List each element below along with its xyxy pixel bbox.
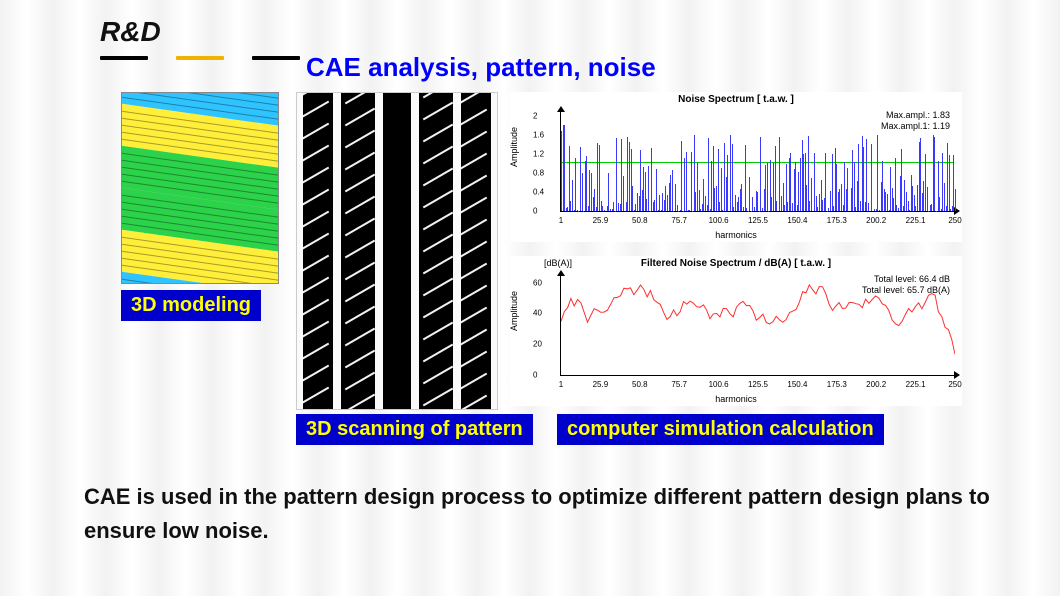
modeling-label: 3D modeling bbox=[121, 290, 261, 321]
chart1-title: Noise Spectrum [ t.a.w. ] bbox=[510, 94, 962, 105]
chart2-ylabel: Amplitude bbox=[509, 291, 519, 331]
caption-text: CAE is used in the pattern design proces… bbox=[84, 480, 1000, 548]
accent-rules bbox=[100, 56, 300, 60]
chart1-ylabel: Amplitude bbox=[509, 127, 519, 167]
chart2-title: Filtered Noise Spectrum / dB(A) [ t.a.w.… bbox=[510, 258, 962, 269]
scan-image bbox=[296, 92, 498, 410]
modeling-image bbox=[121, 92, 279, 284]
chart2-ylabel-unit: [dB(A)] bbox=[544, 258, 572, 268]
noise-spectrum-chart: Noise Spectrum [ t.a.w. ] Max.ampl.: 1.8… bbox=[510, 92, 962, 242]
filtered-spectrum-chart: Filtered Noise Spectrum / dB(A) [ t.a.w.… bbox=[510, 256, 962, 406]
simulation-label: computer simulation calculation bbox=[557, 414, 884, 445]
chart1-xlabel: harmonics bbox=[510, 230, 962, 240]
chart1-plot: 125.950.875.7100.6125.5150.4175.3200.222… bbox=[560, 112, 954, 212]
scan-label: 3D scanning of pattern bbox=[296, 414, 533, 445]
chart2-plot: 125.950.875.7100.6125.5150.4175.3200.222… bbox=[560, 276, 954, 376]
page-subtitle: R&D bbox=[100, 16, 161, 47]
page-header: R&D bbox=[100, 16, 161, 48]
chart2-xlabel: harmonics bbox=[510, 394, 962, 404]
main-title: CAE analysis, pattern, noise bbox=[306, 52, 656, 83]
